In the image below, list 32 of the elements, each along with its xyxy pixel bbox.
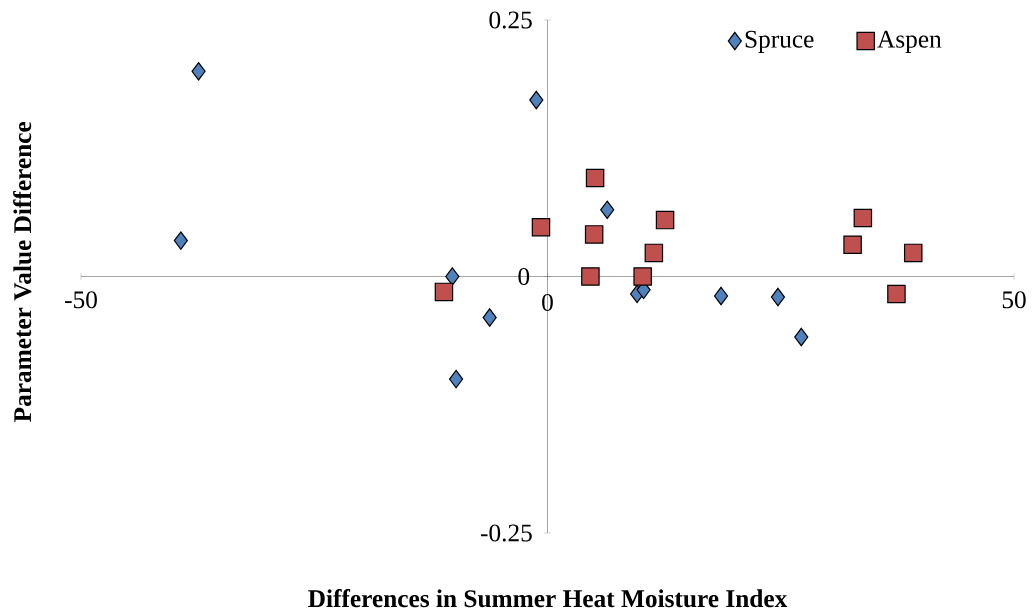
point [887, 284, 906, 304]
y-tick-label: -0.25 [480, 524, 532, 542]
point [191, 62, 206, 81]
point [655, 210, 675, 230]
legend-label: Aspen [877, 30, 942, 53]
point [448, 369, 464, 389]
point [843, 235, 862, 254]
point [445, 267, 460, 286]
point [584, 225, 604, 244]
x-tick-label: 0 [542, 293, 553, 311]
y-tick-label: 0.25 [489, 11, 532, 29]
point [903, 243, 923, 263]
x-axis-title: Differences in Summer Heat Moisture Index [308, 589, 788, 608]
point [173, 231, 188, 250]
y-axis-title: Parameter Value Difference [13, 121, 32, 422]
y-tick-label: 0 [518, 267, 530, 286]
point [770, 287, 786, 307]
point [434, 282, 454, 302]
x-tick-label: -50 [65, 291, 97, 309]
point [644, 243, 664, 263]
point [581, 267, 600, 286]
point [600, 200, 615, 220]
legend-label: Spruce [745, 30, 814, 53]
point [853, 208, 873, 228]
point [794, 327, 809, 347]
x-tick-label: 50 [1002, 291, 1026, 309]
point [482, 308, 497, 327]
point [713, 286, 729, 306]
point [531, 217, 551, 237]
point [633, 267, 652, 286]
point [529, 90, 544, 110]
point [585, 168, 605, 188]
